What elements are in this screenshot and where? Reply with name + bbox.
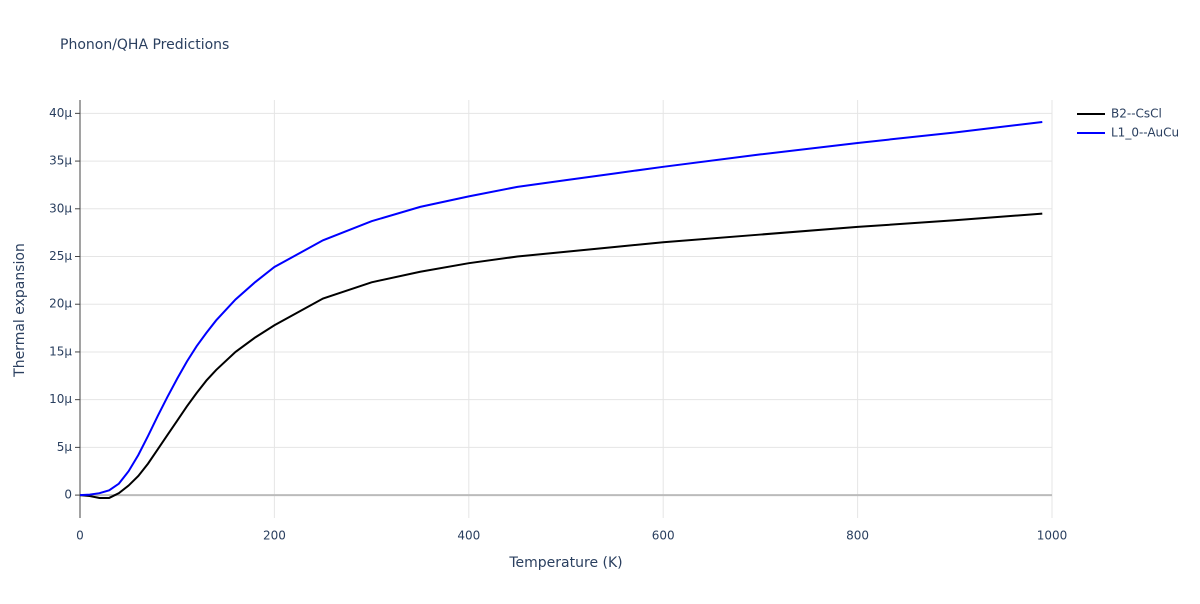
y-tick-label: 20μ <box>49 297 72 311</box>
y-tick-label: 15μ <box>49 344 72 358</box>
x-tick-label: 0 <box>76 529 84 543</box>
y-axis-title: Thermal expansion <box>12 243 28 378</box>
y-tick-label: 30μ <box>49 201 72 215</box>
chart-title: Phonon/QHA Predictions <box>60 37 229 53</box>
y-tick-label: 10μ <box>49 392 72 406</box>
line <box>79 212 1043 499</box>
x-tick-label: 400 <box>457 529 480 543</box>
x-tick-label: 1000 <box>1037 529 1068 543</box>
y-tick-label: 25μ <box>49 249 72 263</box>
y-tick-label: 40μ <box>49 106 72 120</box>
line <box>79 120 1043 497</box>
x-axis-title: Temperature (K) <box>508 555 622 571</box>
x-tick-label: 200 <box>263 529 286 543</box>
legend-label: L1_0--AuCu <box>1111 126 1179 140</box>
legend-label: B2--CsCl <box>1111 107 1162 121</box>
x-tick-label: 800 <box>846 529 869 543</box>
y-tick-label: 35μ <box>49 154 72 168</box>
x-tick-label: 600 <box>652 529 675 543</box>
y-tick-label: 0 <box>64 488 72 502</box>
y-tick-label: 5μ <box>57 440 73 454</box>
